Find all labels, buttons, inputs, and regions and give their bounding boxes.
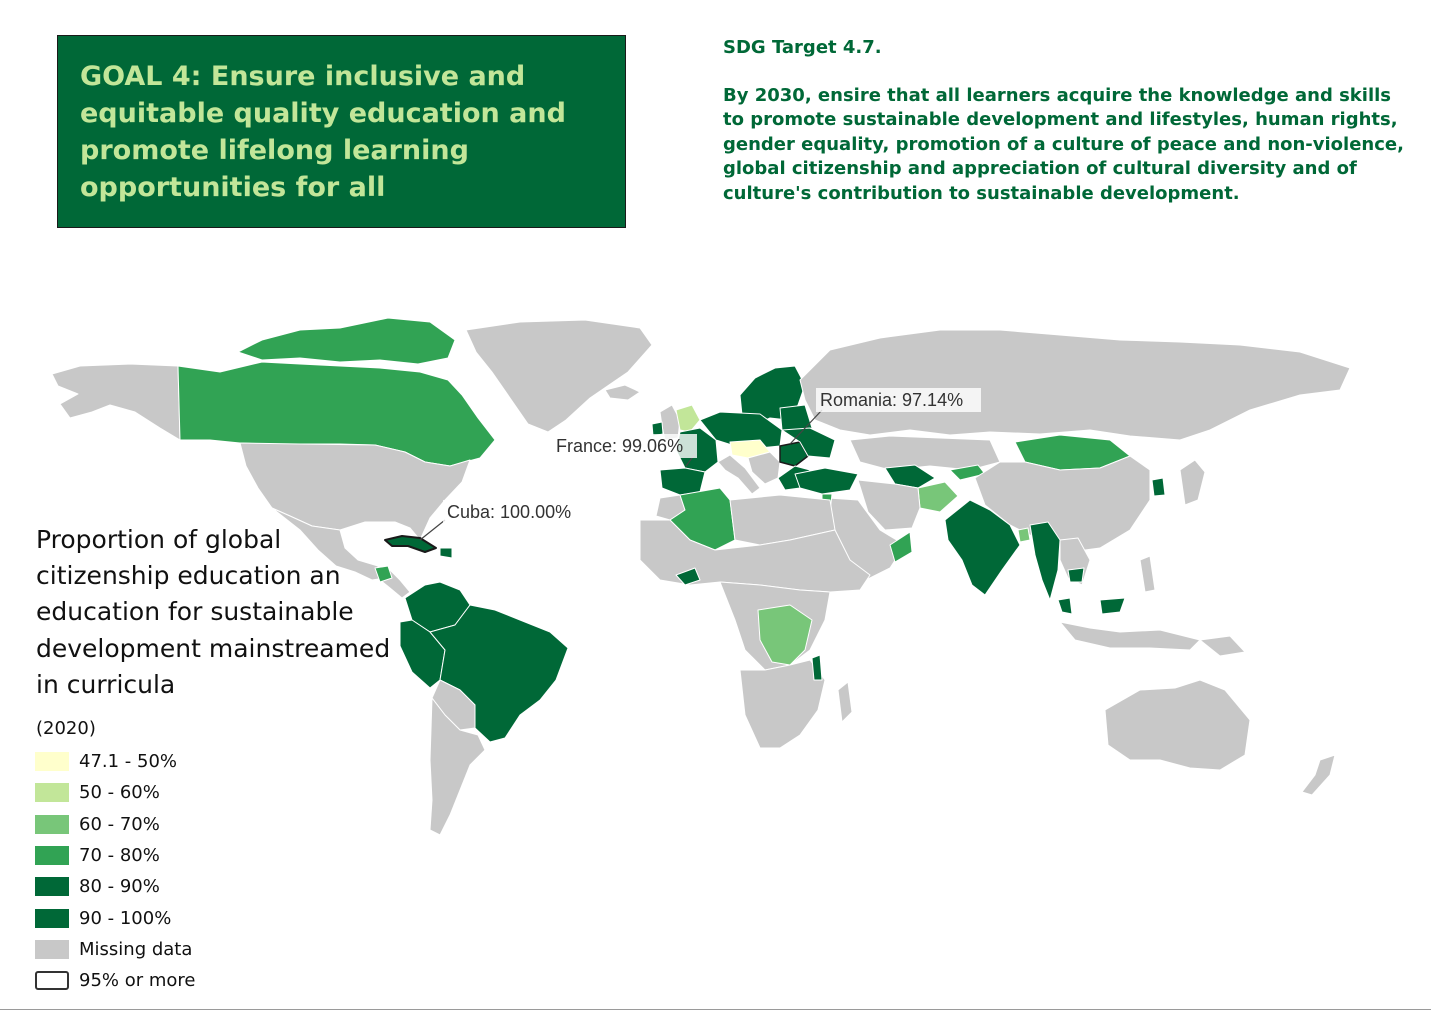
- legend-label: 90 - 100%: [79, 907, 172, 929]
- country-new-zealand: [1301, 754, 1336, 796]
- country-burkina: [675, 567, 701, 586]
- romania-label: Romania: 97.14%: [820, 390, 963, 410]
- legend-label: 47.1 - 50%: [79, 750, 178, 772]
- country-iceland: [604, 384, 641, 401]
- country-indonesia: [1059, 621, 1201, 651]
- country-costa-rica: [374, 565, 393, 583]
- legend-label: 95% or more: [79, 969, 196, 991]
- bottom-divider: [0, 1009, 1431, 1010]
- country-ireland: [651, 421, 664, 437]
- country-papua: [1199, 635, 1246, 657]
- legend-swatch: [35, 939, 69, 959]
- legend-label: 70 - 80%: [79, 844, 160, 866]
- legend-item-70-80: 70 - 80%: [35, 844, 160, 866]
- country-cuba: [384, 535, 437, 553]
- country-southern-africa: [739, 659, 826, 749]
- country-ukraine: [781, 427, 836, 459]
- target-heading: SDG Target 4.7.: [723, 37, 882, 58]
- legend-year: (2020): [36, 718, 96, 739]
- legend-swatch: [35, 814, 69, 834]
- legend-label: Missing data: [79, 938, 193, 960]
- legend-item-60-70: 60 - 70%: [35, 813, 160, 835]
- country-korea: [1151, 477, 1166, 497]
- country-japan: [1179, 459, 1206, 506]
- france-label: France: 99.06%: [556, 436, 683, 456]
- legend-swatch: [35, 751, 69, 771]
- country-australia: [1104, 679, 1251, 771]
- legend-item-90-100: 90 - 100%: [35, 907, 171, 929]
- country-uzbek: [884, 464, 936, 489]
- legend-title: Proportion of global citizenship educati…: [36, 525, 391, 699]
- country-cambodia: [1067, 567, 1085, 583]
- goal-title: GOAL 4: Ensure inclusive and equitable q…: [80, 61, 566, 203]
- country-india: [944, 499, 1021, 596]
- country-afghanistan: [917, 481, 959, 513]
- country-malaysia: [1057, 597, 1126, 615]
- country-philippines: [1139, 555, 1156, 593]
- country-alaska: [51, 363, 181, 441]
- country-iberia: [659, 467, 706, 496]
- cuba-label: Cuba: 100.00%: [447, 502, 571, 522]
- cuba-label-bg: [443, 500, 588, 524]
- legend-swatch: [35, 845, 69, 865]
- country-oman: [889, 531, 913, 563]
- legend-item-50-60: 50 - 60%: [35, 781, 160, 803]
- country-italy: [717, 454, 761, 495]
- legend-swatch: [35, 908, 69, 928]
- country-turkey: [794, 467, 859, 495]
- country-chile-argentina: [429, 697, 486, 836]
- legend-swatch: [35, 782, 69, 802]
- country-bangladesh: [1017, 527, 1031, 543]
- romania-label-bg: [816, 388, 981, 412]
- country-russia: [799, 329, 1351, 441]
- legend-label: 50 - 60%: [79, 781, 160, 803]
- country-romania: [779, 441, 809, 467]
- france-label-bg: [552, 434, 697, 458]
- target-text: By 2030, ensire that all learners acquir…: [723, 84, 1404, 204]
- sdg-target-block: SDG Target 4.7. By 2030, ensire that all…: [723, 36, 1413, 207]
- country-malawi: [811, 654, 823, 681]
- country-greenland: [465, 319, 653, 433]
- legend-label: 80 - 90%: [79, 875, 160, 897]
- legend-swatch: [35, 970, 69, 990]
- goal-box: GOAL 4: Ensure inclusive and equitable q…: [57, 35, 626, 228]
- arctic-islands: [237, 317, 456, 365]
- legend-item-47-50: 47.1 - 50%: [35, 750, 177, 772]
- legend-item-95-plus: 95% or more: [35, 969, 196, 991]
- country-iran: [857, 479, 921, 531]
- cuba-leader: [419, 519, 446, 541]
- legend-swatch: [35, 876, 69, 896]
- country-madagascar: [837, 681, 853, 723]
- legend-label: 60 - 70%: [79, 813, 160, 835]
- romania-leader: [789, 409, 823, 445]
- country-netherlands-belgium: [675, 404, 701, 433]
- country-myanmar-thailand: [1029, 521, 1061, 601]
- legend-item-80-90: 80 - 90%: [35, 875, 160, 897]
- country-dominican-rep: [439, 547, 453, 559]
- country-kazakhstan: [849, 435, 1001, 471]
- legend-item-missing: Missing data: [35, 938, 192, 960]
- country-drc: [757, 604, 813, 666]
